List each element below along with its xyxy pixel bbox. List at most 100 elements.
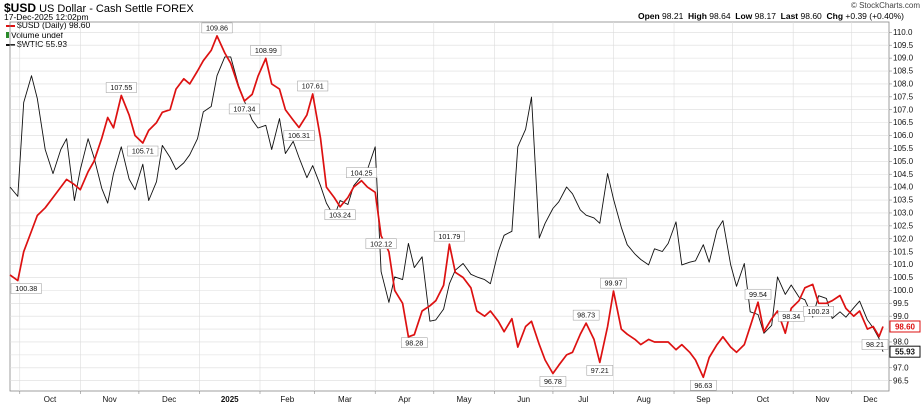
ohlc-label-chg: Chg	[826, 11, 846, 21]
data-label-text: 107.55	[110, 83, 132, 92]
x-tick-label: Nov	[815, 395, 829, 404]
y-tick-label: 100.0	[893, 286, 914, 295]
data-label-box	[433, 230, 465, 242]
data-label: 106.31	[283, 130, 315, 141]
data-label-box	[297, 80, 329, 92]
data-label-box	[744, 288, 772, 300]
data-label-box	[346, 167, 377, 178]
ohlc-readout: Open 98.21 High 98.64 Low 98.17 Last 98.…	[638, 11, 904, 21]
legend-swatch	[6, 43, 15, 46]
data-label-box	[586, 365, 614, 376]
data-label: 98.34	[777, 311, 805, 322]
y-tick-label: 109.5	[893, 41, 914, 50]
x-tick-label: Dec	[162, 395, 176, 404]
data-label-box	[250, 45, 282, 56]
data-label: 100.23	[803, 306, 835, 317]
data-label-text: 98.21	[866, 340, 884, 349]
data-label-text: 98.28	[405, 338, 423, 347]
data-label: 102.12	[365, 238, 397, 249]
data-label-text: 96.63	[694, 381, 712, 390]
data-label-box	[283, 130, 315, 141]
ohlc-label-low: Low	[735, 11, 755, 21]
data-label: 107.55	[105, 82, 137, 93]
y-tick-label: 103.5	[893, 196, 914, 205]
data-label-box	[539, 376, 567, 387]
legend-swatch	[6, 32, 9, 39]
data-label: 96.63	[690, 380, 717, 391]
data-label: 98.21	[861, 339, 889, 350]
data-label-text: 105.71	[132, 147, 154, 156]
x-tick-label: Aug	[637, 395, 651, 404]
x-tick-label: Dec	[863, 395, 877, 404]
y-tick-label: 103.0	[893, 209, 914, 218]
y-tick-label: 100.5	[893, 273, 914, 282]
y-tick-label: 108.5	[893, 67, 914, 76]
legend-label: $USD (Daily) 98.60	[17, 20, 91, 30]
data-label-text: 107.34	[233, 105, 255, 114]
symbol-label: $USD	[4, 1, 37, 15]
y-tick-label: 109.0	[893, 54, 914, 63]
brand-credit: © StockCharts.com	[850, 1, 920, 10]
data-label: 105.71	[127, 145, 159, 157]
x-tick-label: Apr	[398, 395, 411, 404]
data-label-box	[324, 209, 356, 221]
last-value-box	[889, 320, 921, 333]
y-tick-label: 102.5	[893, 221, 914, 230]
data-label-box	[401, 337, 428, 348]
y-tick-label: 98.0	[893, 338, 909, 347]
legend-label: $WTIC 55.93	[17, 39, 68, 49]
symbol-description: US Dollar - Cash Settle FOREX	[39, 3, 194, 15]
data-label-text: 100.23	[808, 307, 830, 316]
y-tick-label: 96.5	[893, 376, 909, 385]
data-label-text: 97.21	[591, 366, 609, 375]
legend-swatch	[6, 24, 15, 27]
y-tick-label: 105.0	[893, 157, 914, 166]
ohlc-label-high: High	[688, 11, 710, 21]
y-tick-label: 110.0	[893, 28, 913, 37]
chart-timestamp: 17-Dec-2025 12:02pm	[4, 12, 89, 22]
data-label-text: 106.31	[288, 131, 310, 140]
last-value-tag: 98.60	[889, 320, 921, 333]
plot-frame	[9, 21, 890, 392]
data-label-text: 101.79	[438, 232, 460, 241]
data-label: 98.73	[572, 309, 600, 321]
x-tick-label: Sep	[696, 395, 711, 404]
ohlc-label-open: Open	[637, 11, 663, 21]
data-label-box	[10, 283, 42, 294]
data-label-text: 100.38	[15, 284, 37, 293]
y-tick-label: 108.0	[893, 80, 914, 89]
x-tick-label: Nov	[102, 395, 116, 404]
last-value-text: 55.93	[895, 348, 916, 357]
last-value-tag: 55.93	[889, 345, 921, 358]
y-tick-label: 97.0	[893, 363, 909, 372]
data-label-text: 99.97	[604, 279, 622, 288]
chart-title: $USD US Dollar - Cash Settle FOREX	[4, 1, 194, 15]
data-label: 98.28	[401, 337, 428, 348]
data-label-text: 108.99	[255, 46, 277, 55]
last-value-box	[889, 345, 921, 358]
x-tick-label: Oct	[757, 395, 770, 404]
data-label-text: 99.54	[749, 290, 767, 299]
ohlc-value-low: 98.17	[754, 11, 781, 21]
data-label: 101.79	[433, 230, 465, 242]
legend-label: Volume undef	[11, 29, 63, 40]
x-tick-label: 2025	[221, 395, 239, 404]
data-label-box	[365, 238, 397, 249]
x-tick-label: Jun	[517, 395, 530, 404]
y-tick-label: 99.0	[893, 312, 909, 321]
x-tick-label: Mar	[338, 395, 352, 404]
x-tick-label: Feb	[280, 395, 294, 404]
y-tick-label: 104.5	[893, 170, 914, 179]
data-label-box	[201, 22, 233, 34]
data-label: 103.24	[324, 209, 356, 221]
data-label: 104.25	[346, 167, 377, 178]
y-tick-label: 106.5	[893, 118, 914, 127]
data-label-text: 98.34	[782, 312, 800, 321]
data-label-text: 98.73	[577, 311, 595, 320]
ohlc-value-open: 98.21	[662, 11, 689, 21]
data-label-text: 109.86	[206, 24, 228, 33]
x-tick-label: May	[457, 395, 472, 404]
legend-entry: Volume undef	[6, 29, 90, 41]
y-tick-label: 101.0	[893, 260, 914, 269]
